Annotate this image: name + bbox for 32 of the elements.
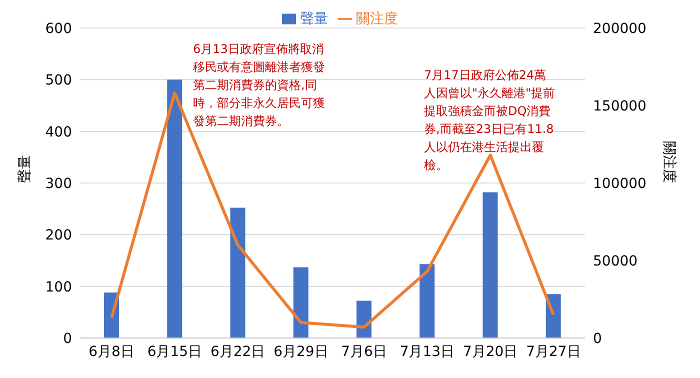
- legend-label: 關注度: [356, 11, 398, 27]
- y2-tick-label: 50000: [593, 253, 638, 270]
- bar: [230, 208, 246, 338]
- bar: [482, 192, 498, 338]
- y-tick-label: 0: [63, 330, 72, 347]
- annotation: 7月17日政府公佈24萬人因曾以"永久離港"提前提取強積金而被DQ消費券,而截至23日已有11.8人以仍在港生活提出覆檢。: [424, 67, 556, 174]
- x-tick-label: 7月6日: [341, 344, 387, 360]
- x-tick-label: 6月29日: [274, 344, 328, 360]
- bar: [420, 264, 435, 338]
- y-tick-label: 300: [45, 176, 72, 192]
- y2-tick-label: 150000: [593, 98, 646, 114]
- y-tick-label: 100: [45, 279, 72, 296]
- annotation: 6月13日政府宣佈將取消移民或有意圖離港者獲發第二期消費券的資格,同時，部分非永久居民可獲發第二期消費券。: [193, 41, 326, 130]
- y-tick-label: 200: [45, 228, 72, 244]
- bar: [167, 80, 182, 338]
- y2-axis-title: 關注度: [661, 141, 678, 183]
- legend-label: 聲量: [300, 11, 328, 27]
- x-tick-label: 6月15日: [147, 344, 202, 360]
- y2-tick-label: 200000: [593, 20, 646, 37]
- x-tick-label: 7月13日: [400, 344, 455, 360]
- y-tick-label: 400: [45, 124, 72, 140]
- bar: [293, 267, 308, 338]
- y-axis-title: 聲量: [16, 155, 33, 183]
- y2-tick-label: 0: [593, 330, 602, 347]
- x-tick-label: 6月22日: [210, 344, 266, 360]
- x-tick-label: 7月20日: [462, 344, 518, 360]
- x-tick-label: 6月8日: [88, 344, 134, 360]
- y-tick-label: 500: [45, 72, 72, 89]
- y2-tick-label: 100000: [593, 176, 646, 192]
- y-tick-label: 600: [45, 20, 72, 37]
- bar: [546, 294, 561, 338]
- x-tick-label: 7月27日: [526, 344, 581, 360]
